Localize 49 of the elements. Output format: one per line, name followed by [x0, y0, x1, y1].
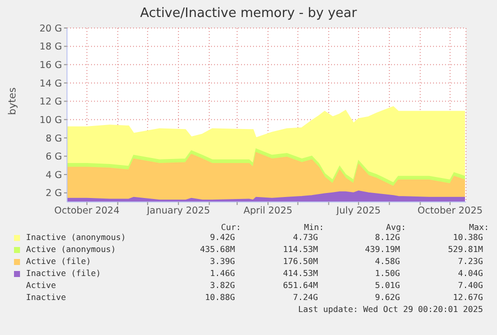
- text: 114.53M: [283, 244, 318, 254]
- text: 10.88G: [205, 292, 235, 302]
- y-tick-label: 16 G: [40, 60, 62, 72]
- text: 7.40G: [458, 280, 483, 290]
- text: 529.81M: [448, 244, 483, 254]
- x-tick-label: October 2025: [417, 206, 483, 217]
- text: 4.58G: [375, 256, 400, 266]
- text: 651.64M: [283, 280, 318, 290]
- legend-label: Inactive (anonymous): [26, 232, 126, 242]
- text: 435.68M: [200, 244, 235, 254]
- legend-label: Active (file): [26, 256, 91, 266]
- y-tick-label: 12 G: [40, 96, 62, 108]
- text: 10.38G: [453, 232, 483, 242]
- y-tick-label: 18 G: [40, 42, 62, 53]
- y-tick-label: 4 G: [46, 170, 62, 181]
- text: 3.39G: [210, 256, 235, 266]
- text: 5.01G: [375, 280, 400, 290]
- y-tick-label: 10 G: [40, 114, 62, 126]
- text: 9.62G: [375, 292, 400, 302]
- y-tick-label: 20 G: [40, 23, 62, 34]
- text: 3.82G: [210, 280, 235, 290]
- legend-label: Active (anonymous): [26, 244, 116, 254]
- text: 414.53M: [283, 268, 318, 278]
- text: Active: [26, 280, 56, 290]
- y-axis-title: bytes: [8, 87, 19, 115]
- chart-title: Active/Inactive memory - by year: [139, 6, 358, 21]
- text: 8.12G: [375, 232, 400, 242]
- y-tick-label: 6 G: [46, 152, 62, 163]
- text: 4.04G: [458, 268, 483, 278]
- text: 1.50G: [375, 268, 400, 278]
- text: 9.42G: [210, 232, 235, 242]
- text: Cur:: [221, 222, 241, 232]
- text: Min:: [304, 222, 324, 232]
- x-tick-label: October 2024: [54, 206, 120, 217]
- y-tick-label: 2 G: [46, 188, 62, 200]
- text: Inactive: [26, 292, 66, 302]
- text: 7.24G: [293, 292, 318, 302]
- text: 439.19M: [365, 244, 400, 254]
- text: Avg:: [386, 222, 406, 232]
- text: Max:: [469, 222, 489, 232]
- y-tick-label: 14 G: [40, 78, 62, 90]
- text: 4.73G: [293, 232, 318, 242]
- text: 12.67G: [453, 292, 483, 302]
- text: Last update: Wed Oct 29 00:20:01 2025: [298, 304, 483, 314]
- text: 176.50M: [283, 256, 318, 266]
- text: 7.23G: [458, 256, 483, 266]
- text: 1.46G: [210, 268, 235, 278]
- legend-label: Inactive (file): [26, 268, 101, 278]
- y-tick-label: 8 G: [46, 133, 62, 144]
